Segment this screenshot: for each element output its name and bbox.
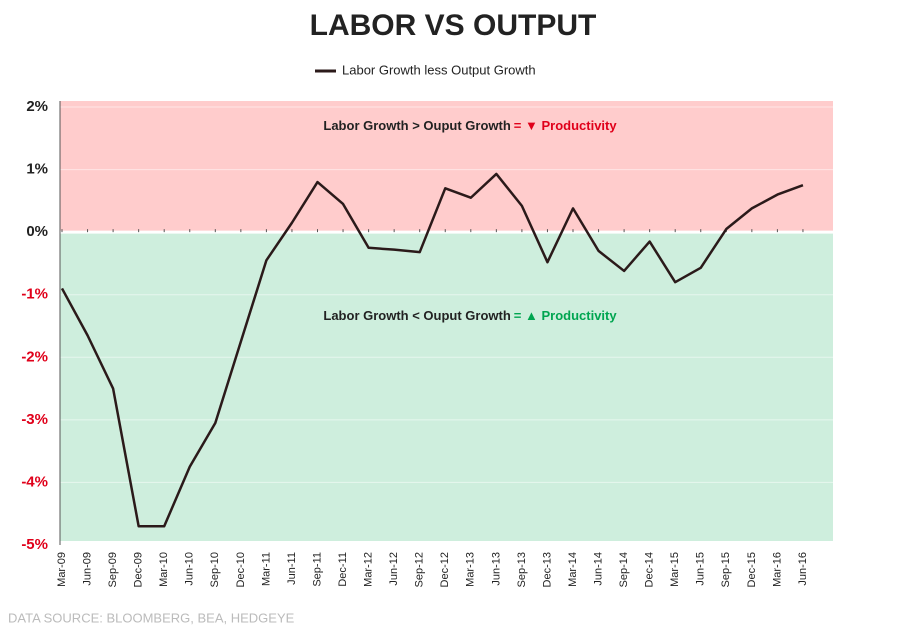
x-tick-label: Dec-15 [746, 552, 758, 587]
x-tick-label: Mar-14 [567, 552, 579, 587]
x-tick-label: Jun-09 [81, 552, 93, 586]
x-tick-label: Dec-13 [541, 552, 553, 587]
x-tick-label: Mar-16 [771, 552, 783, 587]
x-tick-label: Mar-13 [465, 552, 477, 587]
chart-title: LABOR VS OUTPUT [310, 9, 597, 42]
y-tick-label: -5% [21, 536, 48, 553]
y-tick-label: 2% [26, 98, 48, 115]
above-zero-region [60, 101, 833, 233]
x-tick-label: Dec-12 [439, 552, 451, 587]
x-tick-label: Sep-11 [311, 552, 323, 587]
x-tick-label: Sep-14 [618, 552, 630, 587]
x-tick-label: Mar-09 [56, 552, 68, 587]
annotation-part: = ▲ Productivity [514, 308, 618, 323]
x-tick-label: Jun-14 [592, 552, 604, 586]
x-tick-label: Sep-13 [516, 552, 528, 587]
x-tick-label: Mar-15 [669, 552, 681, 587]
annotation: Labor Growth < Ouput Growth = ▲ Productiv… [323, 308, 617, 323]
annotation-part: Labor Growth > Ouput Growth [323, 118, 510, 133]
x-tick-label: Mar-12 [363, 552, 375, 587]
annotation-part: = ▼ Productivity [514, 118, 618, 133]
x-tick-label: Sep-12 [414, 552, 426, 587]
x-tick-label: Jun-16 [797, 552, 809, 586]
annotation: Labor Growth > Ouput Growth = ▼ Productiv… [323, 118, 617, 133]
y-tick-label: -3% [21, 411, 48, 428]
x-tick-label: Dec-09 [133, 552, 145, 587]
x-tick-label: Dec-11 [337, 552, 349, 587]
x-tick-label: Mar-10 [158, 552, 170, 587]
x-tick-label: Sep-10 [209, 552, 221, 587]
x-tick-label: Jun-11 [286, 552, 298, 585]
y-tick-label: 0% [26, 223, 48, 240]
x-tick-label: Dec-14 [644, 552, 656, 587]
x-tick-label: Dec-10 [235, 552, 247, 587]
below-zero-region [60, 232, 833, 541]
y-tick-label: 1% [26, 161, 48, 178]
y-tick-label: -1% [21, 286, 48, 303]
x-tick-label: Jun-13 [490, 552, 502, 586]
source-note: DATA SOURCE: BLOOMBERG, BEA, HEDGEYE [8, 610, 295, 625]
annotation-part: Labor Growth < Ouput Growth [323, 308, 510, 323]
data-line [60, 172, 804, 528]
y-tick-label: -2% [21, 348, 48, 365]
x-tick-label: Sep-15 [720, 552, 732, 587]
x-tick-label: Mar-11 [260, 552, 272, 586]
x-tick-label: Jun-12 [388, 552, 400, 586]
y-tick-label: -4% [21, 473, 48, 490]
x-tick-label: Jun-15 [695, 552, 707, 586]
x-tick-label: Sep-09 [107, 552, 119, 587]
legend-label: Labor Growth less Output Growth [342, 62, 536, 77]
x-tick-label: Jun-10 [184, 552, 196, 586]
